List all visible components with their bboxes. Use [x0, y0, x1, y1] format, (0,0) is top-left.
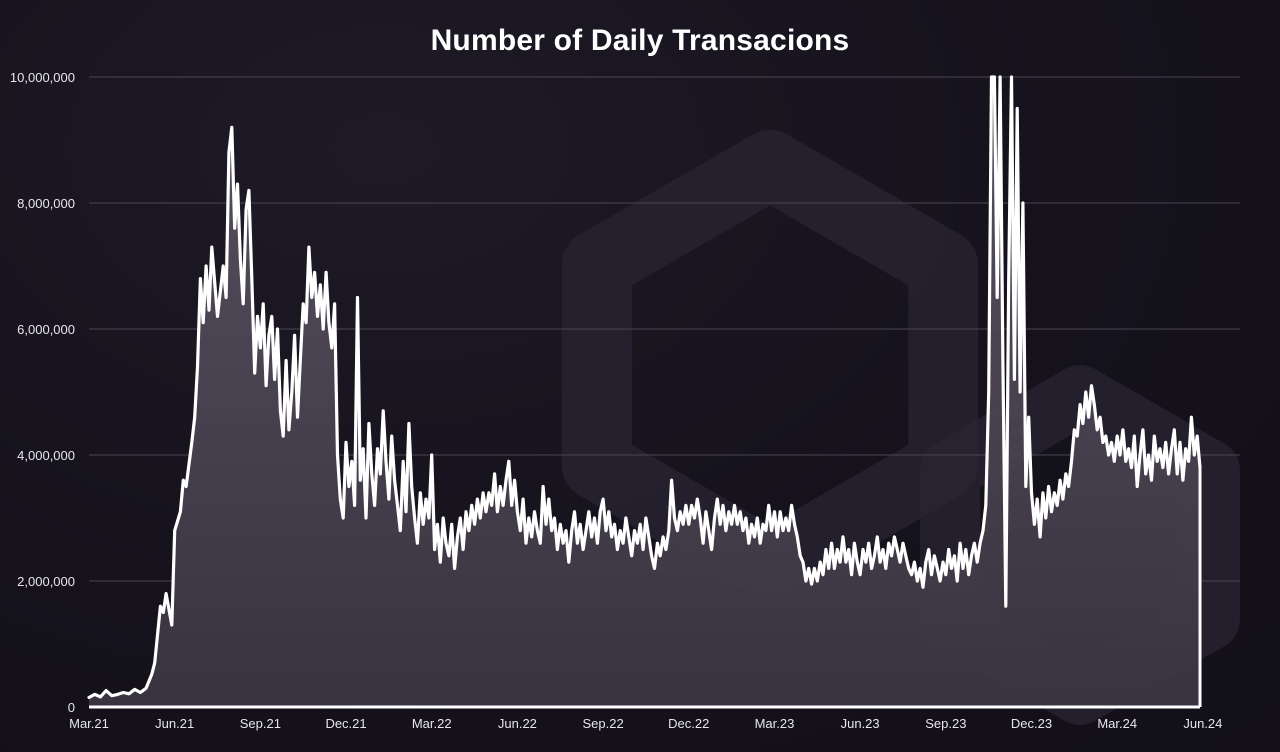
- x-tick-label: Mar.23: [755, 716, 795, 731]
- x-tick-label: Jun.22: [498, 716, 537, 731]
- x-tick-label: Jun.21: [155, 716, 194, 731]
- x-tick-label: Jun.24: [1183, 716, 1222, 731]
- x-tick-label: Mar.24: [1097, 716, 1137, 731]
- series-line: [87, 75, 1202, 700]
- x-tick-label: Sep.21: [240, 716, 281, 731]
- x-tick-label: Sep.22: [582, 716, 623, 731]
- y-tick-label: 6,000,000: [17, 322, 75, 337]
- chart-title: Number of Daily Transacions: [430, 24, 850, 57]
- series-area-fill: [89, 77, 1200, 707]
- x-tick-label: Mar.21: [69, 716, 109, 731]
- y-tick-label: 10,000,000: [10, 70, 75, 85]
- x-tick-label: Mar.22: [412, 716, 452, 731]
- y-tick-label: 0: [68, 700, 75, 715]
- x-tick-label: Dec.23: [1011, 716, 1052, 731]
- x-tick-label: Jun.23: [841, 716, 880, 731]
- x-axis: Mar.21 Jun.21 Sep.21 Dec.21 Mar.22 Jun.22 Sep.…: [69, 716, 1222, 731]
- y-axis: 0 2,000,000 4,000,000 6,000,000 8,000,000 10,…: [10, 70, 75, 715]
- x-tick-label: Sep.23: [925, 716, 966, 731]
- area-series: [87, 75, 1202, 709]
- y-tick-label: 2,000,000: [17, 574, 75, 589]
- y-tick-label: 4,000,000: [17, 448, 75, 463]
- y-tick-label: 8,000,000: [17, 196, 75, 211]
- x-tick-label: Dec.22: [668, 716, 709, 731]
- x-tick-label: Dec.21: [325, 716, 366, 731]
